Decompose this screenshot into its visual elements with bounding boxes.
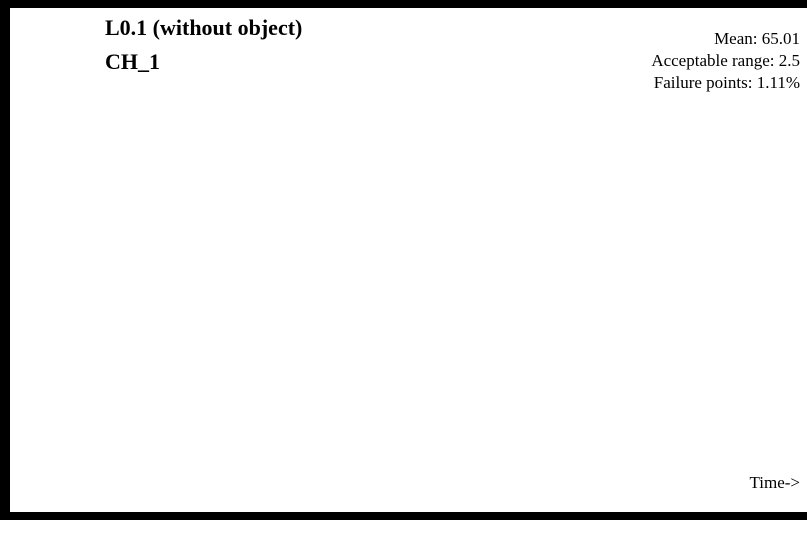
x-axis-label: Time-> bbox=[749, 473, 800, 492]
stat: Acceptable range: 2.5 bbox=[651, 51, 800, 70]
chart-title: L0.1 (without object) bbox=[105, 15, 302, 40]
stat: Mean: 65.01 bbox=[714, 29, 800, 48]
chart-subtitle: CH_1 bbox=[105, 49, 160, 74]
texts: L0.1 (without object) CH_1 Mean: 65.01 A… bbox=[105, 15, 800, 492]
stat: Failure points: 1.11% bbox=[654, 73, 800, 92]
plot-area bbox=[10, 8, 807, 512]
